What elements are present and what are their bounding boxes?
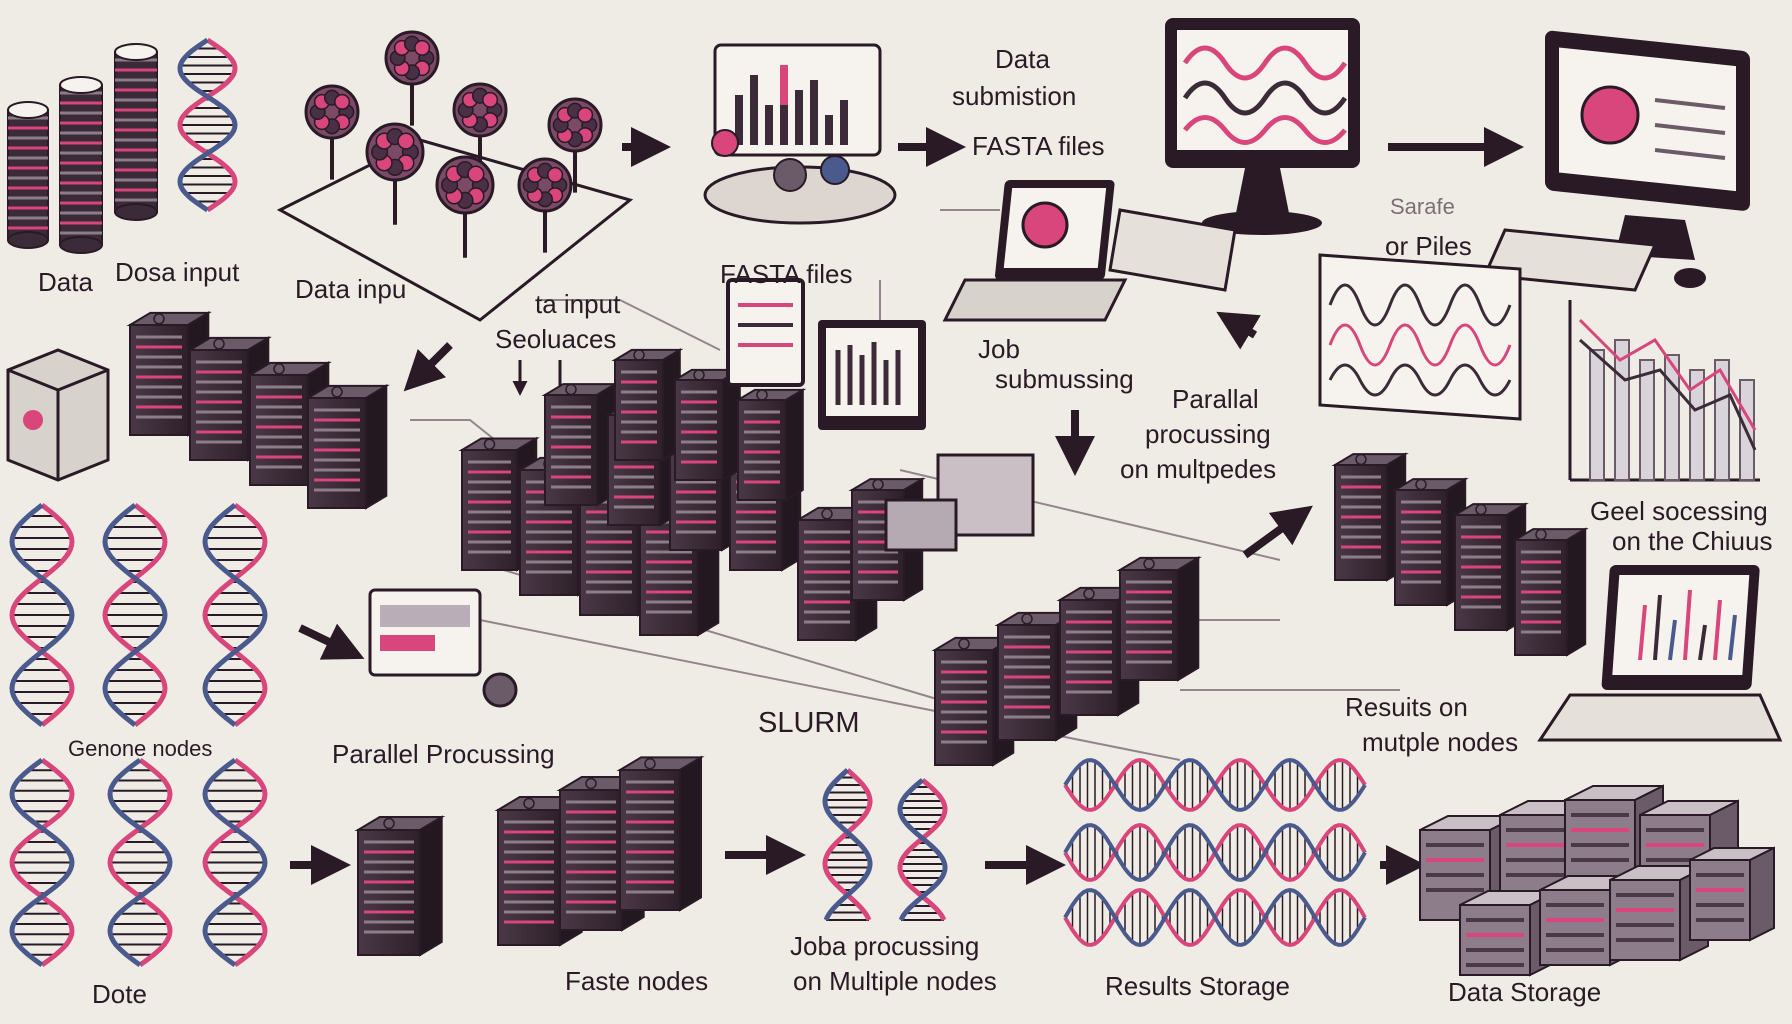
dna-helix-icon xyxy=(897,778,948,921)
disk-stack-icon xyxy=(114,43,158,221)
label-dosa-input: Dosa input xyxy=(115,257,240,287)
dna-helix-icon xyxy=(9,757,75,968)
server-rack-icon xyxy=(354,815,446,957)
label-slurm: SLURM xyxy=(758,707,860,739)
label-geel-2: on the Chiuus xyxy=(1612,526,1773,556)
dna-helix-icon xyxy=(102,503,168,727)
label-sarafe-2: or Piles xyxy=(1385,231,1472,261)
label-results-on-2: mutple nodes xyxy=(1362,727,1519,757)
laptop-icon xyxy=(942,180,1237,322)
label-fasta-files-mid: FASTA files xyxy=(720,259,853,289)
waveform-display-icon xyxy=(1318,253,1522,421)
label-joba-2: on Multiple nodes xyxy=(793,966,997,996)
line-chart-icon xyxy=(1568,300,1760,482)
label-results-storage: Results Storage xyxy=(1105,971,1290,1001)
monitor-icon xyxy=(1165,18,1360,235)
laptop-icon xyxy=(1537,565,1783,742)
server-rack-icon xyxy=(671,368,744,482)
label-sarafe-1: Sarafe xyxy=(1390,194,1455,219)
dna-helix-icon xyxy=(107,757,173,968)
dna-helix-icon xyxy=(1063,822,1367,883)
storage-box-icon xyxy=(6,348,110,482)
server-rack-icon xyxy=(1056,586,1142,717)
server-rack-icon xyxy=(1116,556,1202,682)
arrow-icon xyxy=(1242,505,1313,559)
label-data-storage: Data Storage xyxy=(1448,977,1602,1007)
server-rack-icon xyxy=(304,384,390,510)
data-storage-icon xyxy=(1609,864,1709,962)
label-data-submission-1: Data xyxy=(995,44,1050,74)
label-dote: Dote xyxy=(92,979,147,1009)
tree-icon xyxy=(435,155,495,258)
label-seoluaces: Seoluaces xyxy=(495,324,617,354)
label-joba-1: Joba procussing xyxy=(790,931,980,961)
tree-icon xyxy=(517,157,573,253)
dna-helix-icon xyxy=(177,37,238,213)
tree-cluster-icon xyxy=(276,30,634,322)
control-panel-icon xyxy=(368,588,518,708)
storage-box-icon xyxy=(884,498,958,552)
tree-icon xyxy=(365,122,425,225)
disk-stack-icon xyxy=(59,76,103,254)
dna-helix-icon xyxy=(9,37,1367,968)
bar-chart-display-icon xyxy=(703,43,897,225)
label-parallal-2: procussing xyxy=(1145,419,1271,449)
server-rack-icon xyxy=(734,388,807,502)
server-rack-icon xyxy=(541,382,619,507)
arrow-icon xyxy=(1216,311,1261,350)
dna-helix-icon xyxy=(1063,887,1367,948)
label-results-on-1: Resuits on xyxy=(1345,692,1468,722)
arrow-icon xyxy=(298,623,365,660)
tree-icon xyxy=(304,84,360,180)
label-data-inpu: Data inpu xyxy=(295,274,407,304)
monitor-icon xyxy=(726,278,805,387)
dna-helix-icon xyxy=(1063,757,1367,813)
dna-helix-icon xyxy=(202,757,268,968)
tree-icon xyxy=(384,30,440,126)
label-fasta-files-top: FASTA files xyxy=(972,131,1105,161)
disk-stack-icon xyxy=(7,101,49,249)
label-parallel-procussing: Parallel Procussing xyxy=(332,739,555,769)
disk-stack-icon xyxy=(7,43,158,254)
monitor-icon xyxy=(1482,30,1750,292)
monitor-icon xyxy=(818,320,926,430)
label-data-submission-2: submistion xyxy=(952,81,1077,111)
dna-helix-icon xyxy=(202,503,268,727)
label-job-2: submussing xyxy=(995,364,1134,394)
data-storage-icon xyxy=(1689,846,1775,942)
data-storage-icon xyxy=(1419,784,1775,977)
dna-helix-icon xyxy=(822,768,873,921)
arrow-icon xyxy=(403,342,453,392)
label-faste-nodes: Faste nodes xyxy=(565,966,709,996)
server-rack-icon xyxy=(611,348,684,462)
label-parallal-3: on multpedes xyxy=(1120,454,1277,484)
dna-helix-icon xyxy=(9,503,75,727)
label-data: Data xyxy=(38,267,93,297)
label-parallal-1: Parallal xyxy=(1172,384,1259,414)
label-ta-input: ta input xyxy=(535,289,621,319)
label-geel-1: Geel socessing xyxy=(1590,496,1768,526)
tree-icon xyxy=(547,97,603,193)
server-rack-icon xyxy=(1511,527,1589,657)
server-rack-icon xyxy=(616,755,705,912)
arrows xyxy=(290,127,1524,885)
label-genone-nodes: Genone nodes xyxy=(68,736,213,761)
tree-icon xyxy=(452,82,508,178)
label-job-1: Job xyxy=(978,334,1020,364)
server-rack-icon xyxy=(126,311,1589,957)
